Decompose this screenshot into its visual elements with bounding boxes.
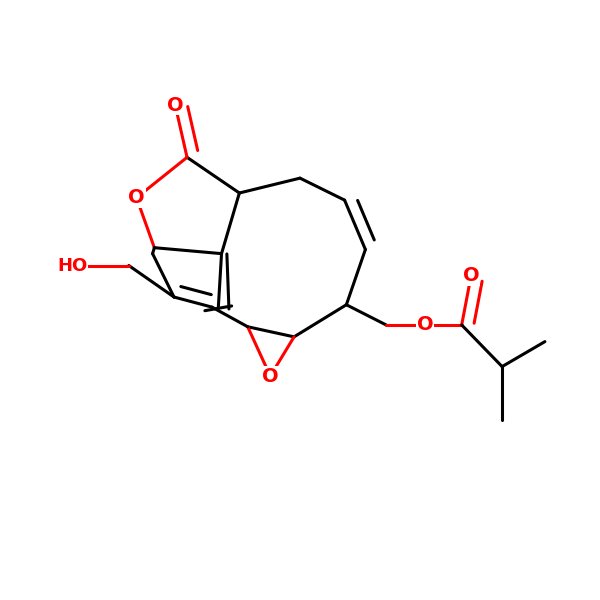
- Text: HO: HO: [57, 257, 87, 275]
- Text: O: O: [463, 266, 479, 284]
- Text: O: O: [167, 95, 184, 115]
- Text: O: O: [262, 367, 278, 386]
- Text: O: O: [416, 316, 433, 334]
- Text: O: O: [128, 188, 145, 207]
